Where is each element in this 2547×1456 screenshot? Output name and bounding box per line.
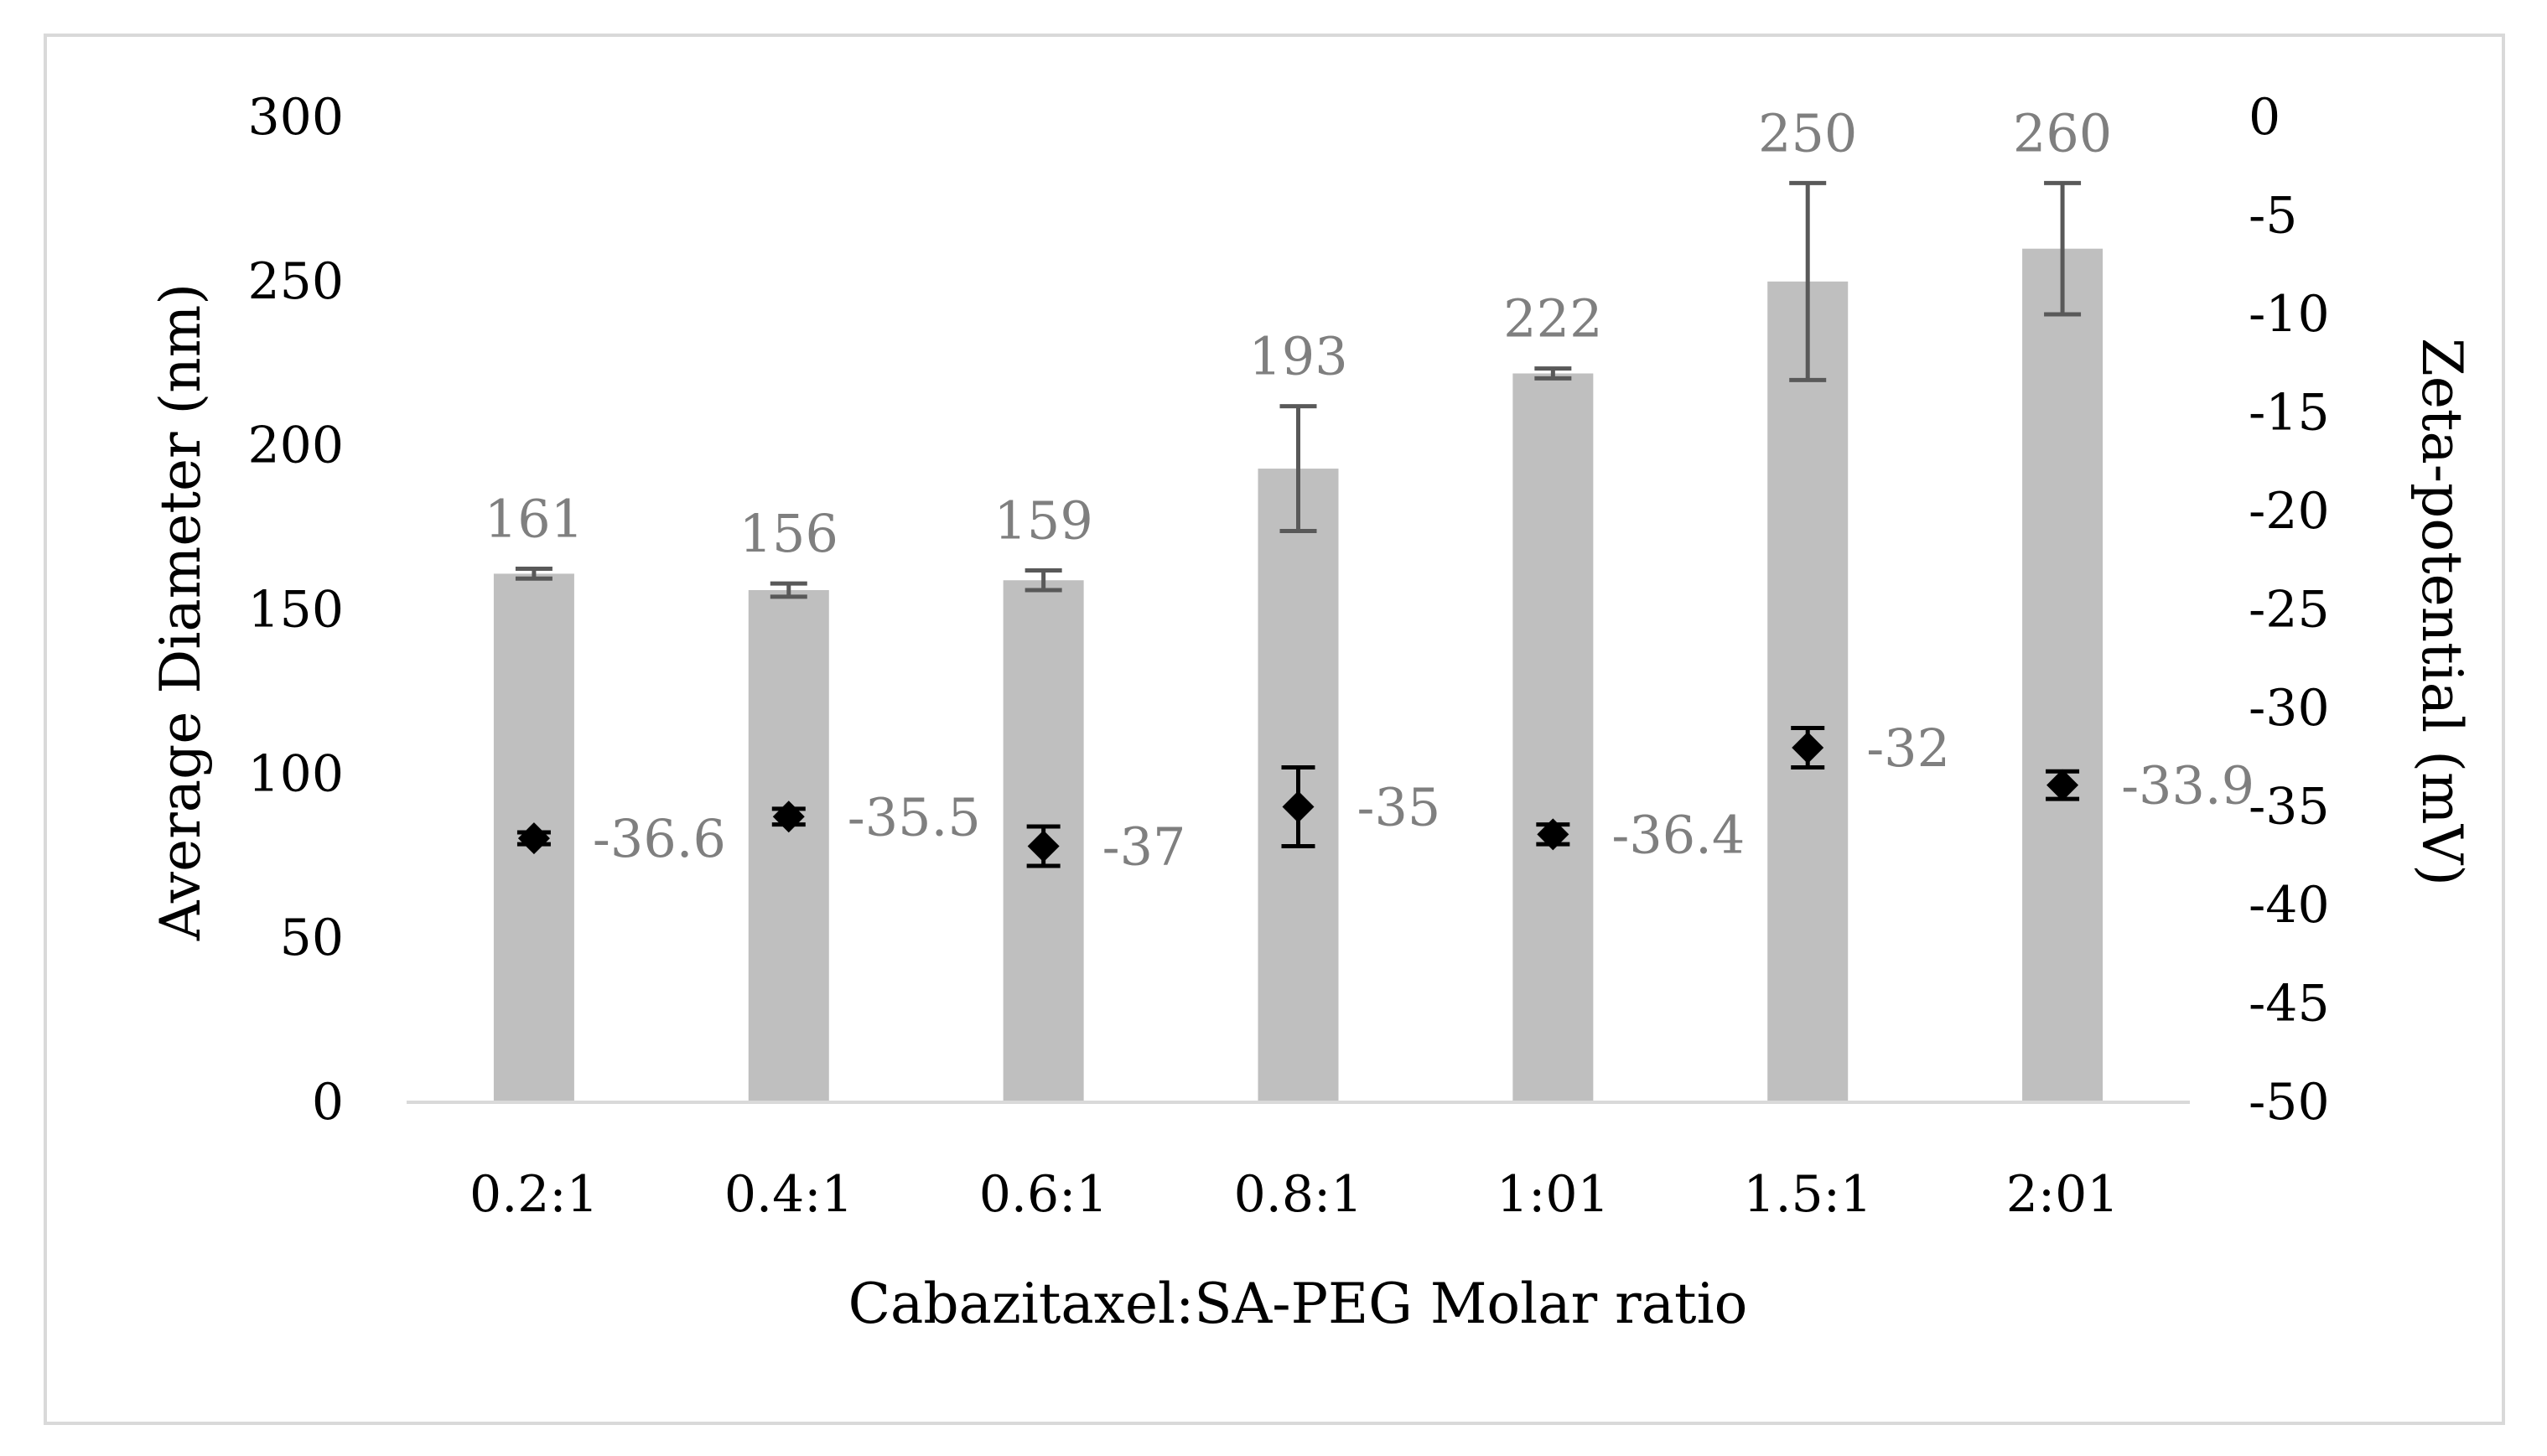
x-axis-ticks: 0.2:1 0.4:1 0.6:1 0.8:1 1:01 1.5:1 2:01: [469, 1165, 2119, 1224]
zeta-value-label: -36.4: [1611, 804, 1745, 865]
y-tick-label: 150: [247, 581, 344, 640]
zeta-point: [2046, 769, 2079, 801]
bar-error-bar: [1279, 404, 1317, 533]
x-tick-label: 1:01: [1497, 1165, 1610, 1224]
y2-tick-label: -25: [2249, 581, 2330, 640]
x-tick-label: 2:01: [2006, 1165, 2119, 1224]
zeta-point: [772, 801, 805, 833]
left-axis-ticks: 0 50 100 150 200 250 300: [247, 88, 344, 1132]
x-tick-label: 0.8:1: [1234, 1165, 1363, 1224]
x-axis-title: Cabazitaxel:SA-PEG Molar ratio: [848, 1272, 1748, 1336]
y-tick-label: 100: [247, 744, 344, 803]
bar-error-bar: [1534, 366, 1572, 381]
zeta-value-label: -32: [1866, 718, 1950, 779]
bar-value-label: 161: [485, 489, 584, 550]
bar: [748, 590, 829, 1102]
zeta-point: [1282, 790, 1315, 823]
right-axis-ticks: 0 -5 -10 -15 -20 -25 -30 -35 -40 -45 -50: [2249, 88, 2330, 1132]
zeta-value-label: -35.5: [848, 786, 981, 847]
x-tick-label: 0.6:1: [979, 1165, 1108, 1224]
bar-error-bar: [2044, 180, 2082, 317]
y2-tick-label: -45: [2249, 975, 2330, 1034]
bar: [1767, 281, 1849, 1102]
x-tick-label: 0.2:1: [469, 1165, 599, 1224]
y2-tick-label: -30: [2249, 679, 2330, 738]
y2-axis-title: Zeta-potential (mV): [2410, 338, 2474, 886]
zeta-point: [1027, 830, 1060, 863]
y2-tick-label: -15: [2249, 384, 2330, 443]
y2-tick-label: -40: [2249, 876, 2330, 935]
y2-tick-label: 0: [2249, 88, 2280, 147]
x-tick-label: 0.4:1: [724, 1165, 853, 1224]
zeta-value-label: -36.6: [593, 808, 726, 869]
zeta-point: [1537, 818, 1569, 851]
x-tick-label: 1.5:1: [1743, 1165, 1872, 1224]
y2-tick-label: -10: [2249, 285, 2330, 344]
y-tick-label: 200: [247, 417, 344, 475]
bar-error-bar: [770, 581, 807, 599]
y2-tick-label: -5: [2249, 187, 2297, 246]
y-tick-label: 250: [247, 252, 344, 311]
bar-value-label: 193: [1248, 326, 1347, 387]
bar-value-label: 222: [1503, 288, 1602, 350]
zeta-value-label: -37: [1102, 816, 1186, 878]
zeta-value-label: -33.9: [2121, 755, 2254, 816]
y-tick-label: 0: [312, 1073, 344, 1132]
y-axis-title: Average Diameter (nm): [148, 283, 213, 941]
y2-tick-label: -35: [2249, 778, 2330, 837]
bar-value-label: 260: [2013, 102, 2112, 163]
bar: [1512, 373, 1594, 1102]
bar-error-bar: [1025, 568, 1062, 593]
y2-tick-label: -50: [2249, 1073, 2330, 1132]
zeta-value-label: -35: [1357, 777, 1441, 838]
bar-error-bar: [515, 567, 552, 581]
y-tick-label: 300: [247, 88, 344, 147]
bar-value-label: 159: [993, 490, 1092, 552]
bar-error-bar: [1789, 180, 1827, 382]
y2-tick-label: -20: [2249, 482, 2330, 541]
bar-value-label: 156: [739, 503, 838, 564]
zeta-point: [517, 822, 550, 855]
plot-marks: 161 156 159 193 222 250 260 -36.6 -35.5 -37 -35 -36…: [485, 102, 2254, 1103]
bar-value-label: 250: [1758, 102, 1857, 163]
zeta-point: [1792, 732, 1824, 764]
y-tick-label: 50: [280, 909, 344, 967]
bar: [2022, 248, 2103, 1103]
